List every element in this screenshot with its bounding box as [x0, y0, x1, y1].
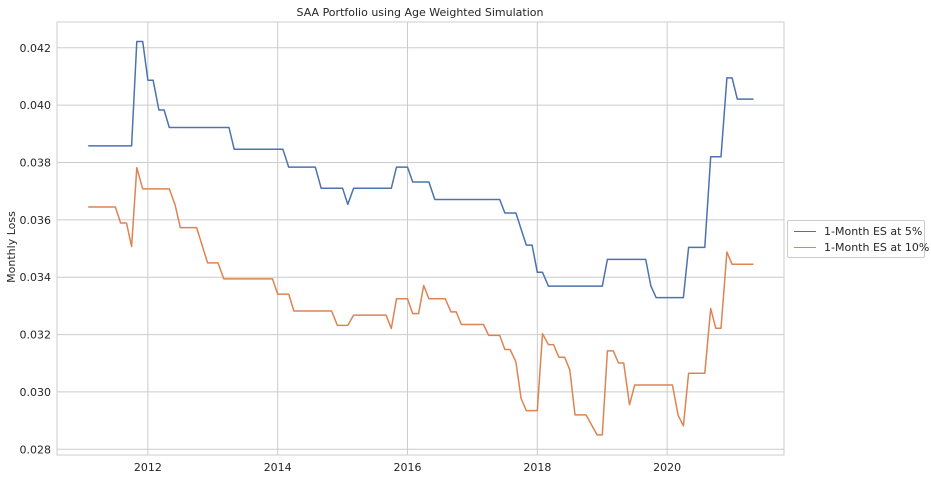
legend-item-es5: 1-Month ES at 5% — [794, 223, 922, 239]
x-tick-label: 2012 — [134, 461, 162, 474]
series-line-1 — [88, 40, 754, 299]
y-tick-label: 0.030 — [20, 386, 52, 399]
y-tick-label: 0.034 — [20, 271, 52, 284]
plot-frame — [56, 21, 785, 456]
x-tick-label: 2018 — [523, 461, 551, 474]
chart-title: SAA Portfolio using Age Weighted Simulat… — [297, 6, 544, 19]
y-tick-label: 0.036 — [20, 214, 52, 227]
x-tick-label: 2016 — [394, 461, 422, 474]
x-tick-label: 2014 — [264, 461, 292, 474]
tick-labels: 2012 2014 2016 2018 2020 0.028 0.030 0.032 0.034… — [20, 42, 682, 474]
y-tick-label: 0.038 — [20, 157, 52, 170]
y-axis-label: Monthly Loss — [5, 211, 18, 283]
series-line-2 — [88, 166, 754, 436]
series-lines — [88, 40, 754, 436]
legend: 1-Month ES at 5% 1-Month ES at 10% — [787, 220, 929, 258]
legend-label: 1-Month ES at 10% — [824, 240, 930, 254]
x-tick-label: 2020 — [653, 461, 681, 474]
plot-border — [56, 21, 785, 456]
legend-item-es10: 1-Month ES at 10% — [794, 239, 929, 255]
grid — [57, 22, 784, 455]
y-tick-label: 0.028 — [20, 443, 52, 456]
legend-swatch — [794, 246, 816, 248]
legend-label: 1-Month ES at 5% — [824, 224, 923, 238]
y-tick-label: 0.042 — [20, 42, 52, 55]
y-tick-label: 0.040 — [20, 99, 52, 112]
legend-swatch — [794, 230, 816, 232]
y-tick-label: 0.032 — [20, 329, 52, 342]
